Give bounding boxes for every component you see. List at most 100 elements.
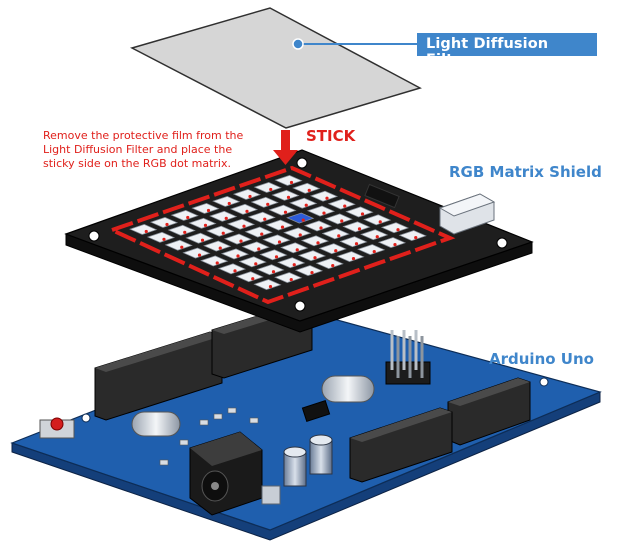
led-indicator xyxy=(393,242,397,247)
rgb-led xyxy=(303,220,333,232)
led-indicator xyxy=(251,277,255,281)
rgb-led xyxy=(294,265,324,276)
rgb-led xyxy=(268,204,297,216)
led-indicator xyxy=(215,261,219,265)
rgb-led xyxy=(292,182,321,194)
rgb-led xyxy=(363,214,392,226)
stick-arrow xyxy=(273,130,298,165)
rgb-led xyxy=(321,228,350,240)
led-indicator xyxy=(286,195,291,199)
light-diffusion-filter-label: Light Diffusion Filter xyxy=(417,33,597,68)
rgb-led xyxy=(345,206,374,218)
led-indicator xyxy=(200,238,205,242)
rgb-led xyxy=(253,182,282,193)
led-matrix-frame xyxy=(106,165,456,305)
rgb-led xyxy=(286,212,315,224)
led-indicator xyxy=(218,246,222,250)
led-indicator xyxy=(236,254,240,258)
mounting-hole xyxy=(88,230,100,242)
mounting-hole xyxy=(296,157,308,169)
led-indicator xyxy=(144,229,148,234)
female-header xyxy=(350,408,452,442)
led-indicator xyxy=(224,216,228,220)
rgb-led xyxy=(253,279,282,290)
rgb-led xyxy=(191,203,220,214)
rgb-led xyxy=(235,271,264,283)
smd-components xyxy=(159,407,259,466)
rgb-led xyxy=(265,219,294,231)
rgb-led xyxy=(232,189,262,200)
led-indicator xyxy=(227,201,231,206)
led-indicator xyxy=(162,237,166,241)
led-indicator xyxy=(289,180,294,185)
led-indicator xyxy=(337,234,341,238)
icsp-header xyxy=(385,330,431,385)
arduino-uno-board xyxy=(10,302,602,541)
rgb-led xyxy=(336,251,365,262)
led-indicator xyxy=(263,217,267,221)
rgb-led xyxy=(250,196,279,208)
rgb-led xyxy=(297,250,327,262)
rgb-matrix-shield-label: RGB Matrix Shield xyxy=(449,163,602,181)
rgb-led xyxy=(262,234,291,246)
led-indicator xyxy=(316,241,320,245)
rgb-led xyxy=(342,221,371,233)
led-indicator xyxy=(298,233,302,237)
rgb-led xyxy=(277,257,306,269)
led-indicator xyxy=(271,270,276,274)
female-header xyxy=(448,378,530,406)
rgb-led xyxy=(274,175,303,186)
chip xyxy=(301,400,331,422)
light-diffusion-filter xyxy=(129,7,422,129)
rgb-led xyxy=(164,239,193,251)
led-indicator xyxy=(233,269,237,273)
led-indicator xyxy=(266,202,270,206)
rgb-led xyxy=(380,222,410,234)
mounting-hole xyxy=(539,377,549,387)
shield-connector xyxy=(438,193,496,235)
rgb-led xyxy=(300,235,330,247)
rgb-led xyxy=(271,189,300,201)
rgb-led xyxy=(283,227,312,239)
rgb-led xyxy=(170,210,199,221)
led-indicator xyxy=(280,225,285,229)
led-indicator xyxy=(206,208,211,213)
rgb-led xyxy=(226,218,256,230)
led-indicator xyxy=(268,284,273,289)
led-indicator xyxy=(343,204,347,208)
rgb-led xyxy=(203,240,232,252)
led-indicator xyxy=(197,253,202,257)
led-indicator xyxy=(396,228,400,232)
led-indicator xyxy=(292,263,296,267)
led-indicator xyxy=(221,231,225,235)
rgb-led xyxy=(244,226,273,238)
led-indicator xyxy=(334,249,338,253)
rgb-led xyxy=(182,247,211,259)
led-indicator xyxy=(283,210,288,214)
rgb-led xyxy=(217,263,247,275)
rgb-led xyxy=(259,249,288,261)
led-indicator xyxy=(372,249,376,254)
led-indicator xyxy=(183,230,187,234)
rgb-led-matrix xyxy=(129,175,427,290)
led-indicator xyxy=(319,226,323,230)
rgb-led xyxy=(212,196,241,207)
rgb-led xyxy=(318,243,347,255)
led-indicator xyxy=(301,218,305,222)
led-indicator xyxy=(357,227,362,231)
led-indicator xyxy=(322,211,326,215)
led-indicator xyxy=(289,277,293,282)
rgb-led xyxy=(229,203,259,215)
rgb-led xyxy=(167,224,196,236)
mounting-hole xyxy=(496,237,508,249)
rgb-led xyxy=(149,217,179,228)
led-indicator xyxy=(331,263,335,268)
rgb-led xyxy=(306,205,336,217)
rgb-led xyxy=(377,237,407,248)
female-header xyxy=(95,332,222,372)
led-indicator xyxy=(340,219,344,223)
led-indicator xyxy=(165,222,169,227)
led-indicator xyxy=(274,255,279,259)
led-indicator xyxy=(354,242,359,246)
